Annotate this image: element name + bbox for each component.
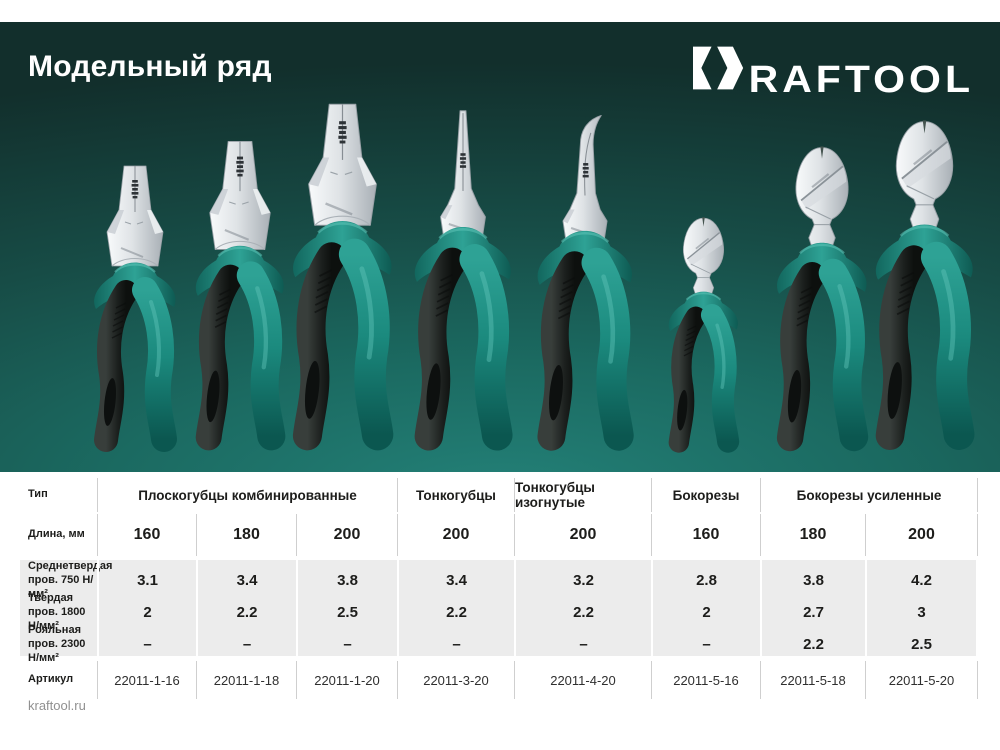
product-long-nose-pliers-200 (404, 106, 522, 460)
article-value: 22011-4-20 (514, 661, 651, 699)
long-nose-pliers-image (404, 106, 522, 460)
side-cutters-image (661, 204, 746, 460)
footer: kraftool.ru (28, 698, 86, 713)
product-pliers-combination-160 (85, 160, 185, 460)
spec-value: 2.2 (196, 592, 296, 634)
length-value: 200 (865, 514, 978, 556)
pliers-combination-image (186, 134, 294, 460)
article-row: Артикул 22011-1-16 22011-1-18 22011-1-20… (20, 661, 978, 699)
spec-value: 3.1 (97, 560, 196, 602)
spec-table: Тип Плоскогубцы комбинированные Тонкогуб… (20, 478, 978, 699)
spec-value: – (97, 624, 196, 666)
article-value: 22011-5-18 (760, 661, 865, 699)
spec-value: 3.8 (760, 560, 865, 602)
type-row: Тип Плоскогубцы комбинированные Тонкогуб… (20, 478, 978, 512)
article-value: 22011-1-18 (196, 661, 296, 699)
article-value: 22011-5-20 (865, 661, 978, 699)
length-value: 200 (397, 514, 514, 556)
length-value: 200 (296, 514, 397, 556)
hero-banner: Модельный ряд RAFTOOL (0, 22, 1000, 472)
spec-row-piano-wire: Рояльная пров. 2300 Н/мм² – – – – – – 2.… (20, 624, 978, 666)
bent-nose-pliers-image (527, 112, 643, 460)
product-side-cutters-160 (661, 204, 746, 460)
spec-value: 3.8 (296, 560, 397, 602)
spec-row-medium-wire: Среднетвердая пров. 750 Н/мм² 3.1 3.4 3.… (20, 560, 978, 602)
length-row-label: Длина, мм (28, 528, 85, 541)
group-bent-nose: Тонкогубцы изогнутые (514, 478, 651, 512)
spec-value: 4.2 (865, 560, 978, 602)
length-value: 180 (760, 514, 865, 556)
side-cutters-image (767, 130, 877, 460)
pliers-combination-image (282, 97, 403, 460)
product-pliers-combination-180 (186, 134, 294, 460)
length-value: 200 (514, 514, 651, 556)
group-heavy-cutters: Бокорезы усиленные (760, 478, 978, 512)
spec-row-label: Среднетвердая пров. 750 Н/мм² (28, 560, 113, 600)
group-long-nose: Тонкогубцы (397, 478, 514, 512)
spec-value: 2.2 (514, 592, 651, 634)
spec-value: 3.4 (397, 560, 514, 602)
spec-value: 2.2 (760, 624, 865, 666)
spec-value: 2.5 (296, 592, 397, 634)
pliers-combination-image (85, 160, 185, 460)
article-row-label: Артикул (28, 673, 74, 686)
spec-value: – (651, 624, 760, 666)
kraftool-logo-text: RAFTOOL (748, 57, 974, 101)
product-heavy-duty-side-cutters-200 (865, 102, 984, 460)
group-pliers-combination: Плоскогубцы комбинированные (97, 478, 397, 512)
product-bent-nose-pliers-200 (527, 112, 643, 460)
article-value: 22011-1-20 (296, 661, 397, 699)
page-title: Модельный ряд (28, 50, 272, 83)
length-row: Длина, мм 160 180 200 200 200 160 180 20… (20, 514, 978, 556)
product-pliers-combination-200 (282, 97, 403, 460)
wire-capacity-block: Среднетвердая пров. 750 Н/мм² 3.1 3.4 3.… (20, 560, 978, 666)
product-side-cutters-180 (767, 130, 877, 460)
spec-value: 2.5 (865, 624, 978, 666)
spec-row-label: Рояльная пров. 2300 Н/мм² (28, 624, 86, 664)
spec-value: – (296, 624, 397, 666)
spec-value: – (514, 624, 651, 666)
group-side-cutters: Бокорезы (651, 478, 760, 512)
length-value: 180 (196, 514, 296, 556)
kraftool-k-icon (692, 46, 743, 90)
article-value: 22011-3-20 (397, 661, 514, 699)
spec-row-hard-wire: Твердая пров. 1800 Н/мм² 2 2.2 2.5 2.2 2… (20, 592, 978, 634)
spec-value: 2 (651, 592, 760, 634)
length-value: 160 (651, 514, 760, 556)
spec-value: 2 (97, 592, 196, 634)
heavy-duty-side-cutters-image (865, 102, 984, 460)
spec-row-label: Твердая пров. 1800 Н/мм² (28, 592, 86, 632)
spec-value: 2.8 (651, 560, 760, 602)
footer-link[interactable]: kraftool.ru (28, 698, 86, 713)
spec-value: 2.7 (760, 592, 865, 634)
length-value: 160 (97, 514, 196, 556)
spec-value: – (397, 624, 514, 666)
spec-value: 3.4 (196, 560, 296, 602)
spec-value: – (196, 624, 296, 666)
kraftool-logo: RAFTOOL (692, 44, 974, 98)
type-row-label: Тип (28, 488, 48, 501)
article-value: 22011-5-16 (651, 661, 760, 699)
spec-value: 3.2 (514, 560, 651, 602)
article-value: 22011-1-16 (97, 661, 196, 699)
spec-value: 3 (865, 592, 978, 634)
spec-value: 2.2 (397, 592, 514, 634)
